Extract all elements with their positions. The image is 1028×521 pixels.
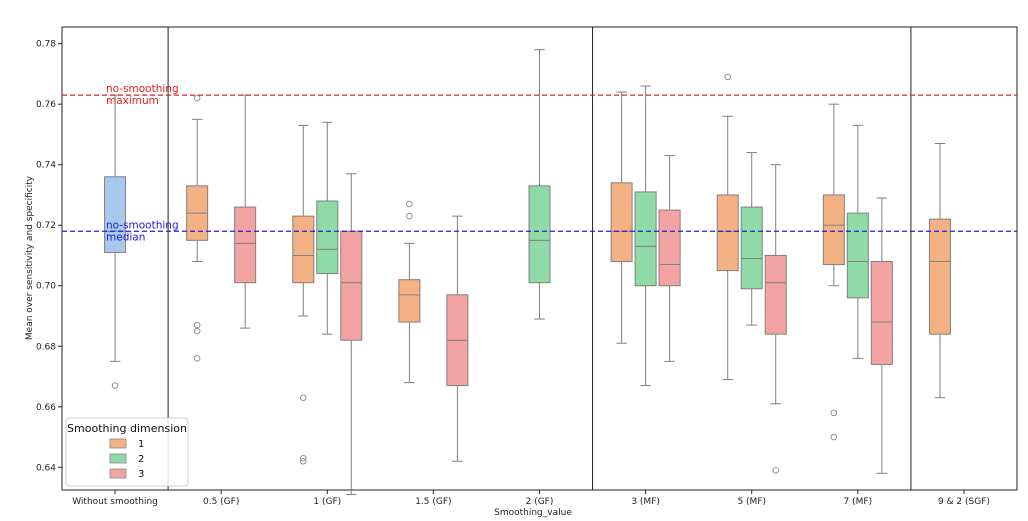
box-dim1 <box>610 91 633 344</box>
box-baseline <box>104 94 127 389</box>
box-dim3 <box>446 215 469 462</box>
box-dim1 <box>292 124 315 465</box>
iqr-box <box>104 176 127 253</box>
legend-title: Smoothing dimension <box>67 422 187 435</box>
legend-label: 3 <box>138 469 144 480</box>
y-tick-label: 0.76 <box>36 100 56 110</box>
legend-box <box>65 417 189 487</box>
iqr-box <box>292 215 315 284</box>
box-dim3 <box>658 155 681 362</box>
x-tick-label: 5 (MF) <box>737 497 766 507</box>
outlier-point <box>193 94 201 102</box>
box-dim1 <box>186 94 209 362</box>
box-dim1 <box>398 200 421 384</box>
outlier-point <box>300 394 307 401</box>
outlier-point <box>724 73 731 81</box>
outlier-point <box>111 382 119 389</box>
reference-label: no-smoothing median <box>106 219 179 243</box>
legend-swatch <box>109 468 127 479</box>
box-dim2 <box>316 121 339 335</box>
iqr-box <box>740 206 763 290</box>
legend-swatch <box>109 453 127 464</box>
iqr-box <box>764 254 787 335</box>
legend-swatch <box>109 438 127 449</box>
legend-label: 2 <box>138 454 144 465</box>
y-tick-label: 0.66 <box>36 403 56 413</box>
iqr-box <box>928 218 951 335</box>
y-tick-label: 0.68 <box>36 342 56 352</box>
y-tick-label: 0.70 <box>36 282 56 292</box>
iqr-box <box>846 212 869 299</box>
box-dim3 <box>870 197 893 474</box>
box-dim1 <box>716 73 739 381</box>
x-tick-label: 1 (GF) <box>313 497 341 507</box>
box-dim3 <box>340 173 363 496</box>
iqr-box <box>398 279 421 323</box>
box-dim1 <box>928 143 951 399</box>
y-axis-title: Mean over sensitivity and specificity <box>25 175 35 340</box>
outlier-point <box>830 433 838 441</box>
legend-label: 1 <box>138 439 144 450</box>
iqr-box <box>822 194 845 266</box>
box-dim2 <box>634 85 657 387</box>
box-dim2 <box>846 124 869 359</box>
iqr-box <box>528 185 551 284</box>
x-tick-label: 3 (MF) <box>631 497 660 507</box>
x-tick-label: 1.5 (GF) <box>415 497 451 507</box>
iqr-box <box>716 194 739 272</box>
x-tick-label: Without smoothing <box>72 497 158 507</box>
outlier-point <box>193 327 201 335</box>
box-dim2 <box>740 152 763 326</box>
outlier-point <box>193 321 201 329</box>
x-tick-label: 7 (MF) <box>844 497 873 507</box>
iqr-box <box>658 209 681 287</box>
box-dim3 <box>764 164 787 474</box>
outlier-point <box>193 355 201 362</box>
x-tick-label: 2 (GF) <box>526 497 554 507</box>
y-tick-label: 0.72 <box>36 221 56 231</box>
iqr-box <box>634 191 657 287</box>
x-axis-title: Smoothing_value <box>494 508 572 518</box>
y-tick-label: 0.74 <box>36 161 56 171</box>
box-dim3 <box>234 94 257 329</box>
iqr-box <box>610 182 633 263</box>
box-dim1 <box>822 103 845 441</box>
iqr-box <box>340 230 363 341</box>
iqr-box <box>234 206 257 284</box>
reference-label: no-smoothing maximum <box>106 83 179 107</box>
outlier-point <box>830 409 838 417</box>
iqr-box <box>316 200 339 275</box>
x-tick-label: 0.5 (GF) <box>203 497 239 507</box>
iqr-box <box>870 261 893 365</box>
legend: Smoothing dimension 1 2 3 <box>65 417 189 487</box>
outlier-point <box>406 212 413 220</box>
y-tick-label: 0.64 <box>36 463 56 473</box>
box-dim2 <box>528 49 551 320</box>
outlier-point <box>406 200 413 208</box>
outlier-point <box>300 454 307 462</box>
outlier-point <box>300 458 307 465</box>
x-tick-label: 9 & 2 (SGF) <box>938 497 990 507</box>
outlier-point <box>772 467 779 474</box>
y-tick-label: 0.78 <box>36 40 56 50</box>
